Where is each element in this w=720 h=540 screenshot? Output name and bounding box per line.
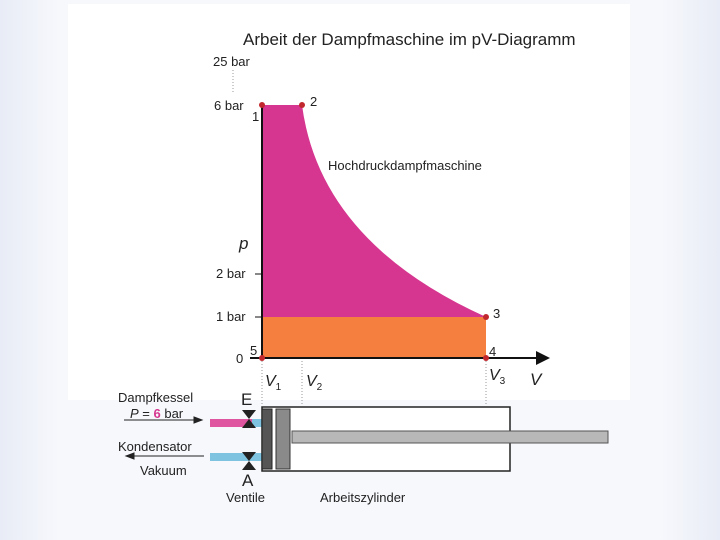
p-tick-6bar: 6 bar (214, 98, 244, 113)
p-axis-label: p (238, 234, 248, 253)
cylinder-label: Arbeitszylinder (320, 490, 406, 505)
p-tick-2bar: 2 bar (216, 266, 246, 281)
low-pressure-work-area (262, 317, 486, 358)
area-label: Hochdruckdampfmaschine (328, 158, 482, 173)
vacuum-label: Vakuum (140, 463, 187, 478)
valves-label: Ventile (226, 490, 265, 505)
point-5-marker (259, 355, 265, 361)
v-tick-v3: V3 (489, 367, 506, 387)
outlet-port (252, 453, 266, 461)
piston (275, 408, 291, 470)
inlet-port (252, 419, 266, 427)
diagram-title: Arbeit der Dampfmaschine im pV-Diagramm (243, 30, 576, 49)
cylinder-head (261, 408, 273, 470)
condenser-label: Kondensator (118, 439, 192, 454)
point-2-label: 2 (310, 94, 317, 109)
state-points (259, 102, 489, 361)
v-tick-v2: V2 (306, 373, 323, 393)
outlet-valve (242, 452, 256, 470)
p-tick-marks (255, 273, 262, 318)
point-4-marker (483, 355, 489, 361)
vacuum-outlet-pipe (210, 453, 254, 461)
v-axis-arrow (536, 351, 550, 365)
boiler-label: Dampfkessel (118, 390, 193, 405)
point-3-label: 3 (493, 306, 500, 321)
piston-rod (291, 430, 609, 444)
flow-arrows (124, 416, 204, 460)
inlet-valve (242, 410, 256, 428)
outlet-valve-label: A (242, 471, 254, 490)
p-tick-25bar: 25 bar (213, 54, 251, 69)
point-3-marker (483, 314, 489, 320)
steam-inlet-pipe (210, 419, 254, 427)
v-tick-v1: V1 (265, 373, 282, 393)
inlet-valve-label: E (241, 390, 252, 409)
v-axis-label: V (530, 370, 543, 389)
boiler-pressure: P = 6 bar (130, 406, 184, 421)
point-1-label: 1 (252, 109, 259, 124)
high-pressure-work-area (262, 105, 486, 317)
point-2-marker (299, 102, 305, 108)
point-4-label: 4 (489, 344, 496, 359)
guide-lines (232, 70, 487, 406)
point-1-marker (259, 102, 265, 108)
p-tick-1bar: 1 bar (216, 309, 246, 324)
p-tick-0: 0 (236, 351, 243, 366)
point-5-label: 5 (250, 343, 257, 358)
